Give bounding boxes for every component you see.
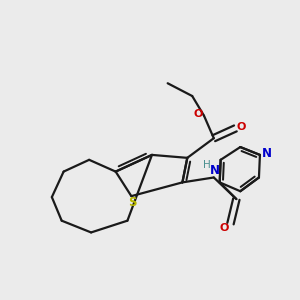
- Text: O: O: [236, 122, 245, 132]
- Text: S: S: [129, 196, 137, 209]
- Text: N: N: [209, 164, 219, 177]
- Text: N: N: [262, 147, 272, 160]
- Text: O: O: [194, 109, 203, 119]
- Text: O: O: [220, 223, 229, 233]
- Text: H: H: [203, 160, 211, 170]
